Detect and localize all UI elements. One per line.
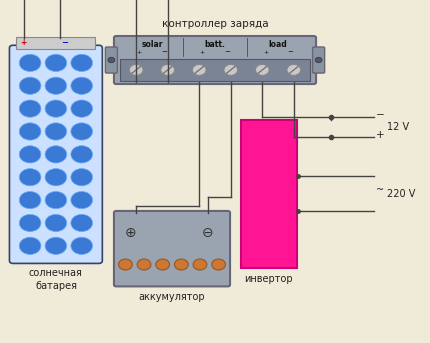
FancyBboxPatch shape	[313, 47, 325, 73]
Text: контроллер заряда: контроллер заряда	[162, 19, 268, 29]
Circle shape	[45, 214, 67, 232]
Text: инвертор: инвертор	[244, 274, 293, 284]
Circle shape	[45, 54, 67, 72]
Circle shape	[19, 214, 41, 232]
Circle shape	[137, 259, 151, 270]
Circle shape	[71, 146, 92, 163]
Text: batt.: batt.	[205, 40, 225, 49]
Circle shape	[45, 77, 67, 94]
Text: ⊖: ⊖	[202, 226, 214, 240]
Text: ⊕: ⊕	[125, 226, 136, 240]
Circle shape	[19, 54, 41, 72]
Circle shape	[19, 168, 41, 186]
Circle shape	[19, 100, 41, 117]
FancyBboxPatch shape	[105, 47, 117, 73]
Text: −: −	[162, 49, 167, 56]
FancyBboxPatch shape	[16, 37, 95, 49]
Text: +: +	[200, 50, 205, 55]
FancyBboxPatch shape	[9, 45, 102, 263]
Text: −: −	[61, 38, 68, 47]
Circle shape	[71, 191, 92, 209]
Text: +: +	[263, 50, 268, 55]
Circle shape	[71, 123, 92, 140]
Circle shape	[315, 57, 322, 63]
Circle shape	[156, 259, 169, 270]
Circle shape	[71, 237, 92, 255]
Circle shape	[212, 259, 225, 270]
Circle shape	[19, 77, 41, 94]
Circle shape	[108, 57, 115, 63]
Circle shape	[19, 123, 41, 140]
Text: −: −	[376, 110, 385, 120]
Circle shape	[45, 100, 67, 117]
Circle shape	[71, 77, 92, 94]
Circle shape	[45, 168, 67, 186]
Bar	[241, 120, 297, 268]
Circle shape	[71, 54, 92, 72]
Circle shape	[71, 168, 92, 186]
Text: +: +	[137, 50, 142, 55]
Text: ~: ~	[376, 185, 384, 196]
Circle shape	[19, 237, 41, 255]
Circle shape	[161, 64, 175, 75]
Circle shape	[45, 191, 67, 209]
Circle shape	[45, 146, 67, 163]
Text: −: −	[225, 49, 230, 56]
Circle shape	[119, 259, 132, 270]
Circle shape	[19, 191, 41, 209]
Text: 220 V: 220 V	[387, 189, 415, 199]
Text: solar: solar	[141, 40, 163, 49]
Text: load: load	[269, 40, 287, 49]
Text: солнечная
батарея: солнечная батарея	[29, 268, 83, 291]
FancyBboxPatch shape	[114, 211, 230, 286]
Circle shape	[71, 214, 92, 232]
Circle shape	[175, 259, 188, 270]
Text: 12 V: 12 V	[387, 122, 409, 132]
Circle shape	[129, 64, 143, 75]
Circle shape	[192, 64, 206, 75]
FancyBboxPatch shape	[114, 36, 316, 84]
Text: −: −	[288, 49, 294, 56]
Circle shape	[193, 259, 207, 270]
Circle shape	[255, 64, 269, 75]
Circle shape	[19, 146, 41, 163]
Circle shape	[45, 237, 67, 255]
Circle shape	[45, 123, 67, 140]
Circle shape	[224, 64, 238, 75]
Circle shape	[71, 100, 92, 117]
Text: +: +	[376, 130, 385, 141]
Circle shape	[287, 64, 301, 75]
Text: +: +	[21, 38, 27, 47]
Bar	[120, 59, 310, 81]
Text: аккумулятор: аккумулятор	[139, 292, 205, 301]
